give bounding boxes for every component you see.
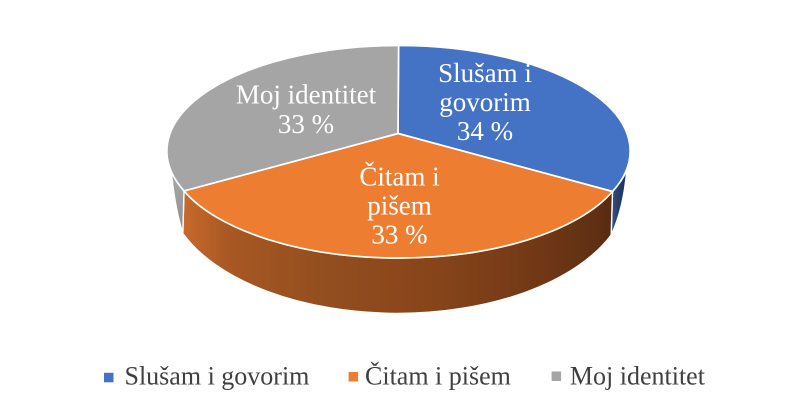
svg-text:Čitam i: Čitam i xyxy=(359,162,439,192)
svg-text:Slušam i: Slušam i xyxy=(438,58,532,88)
svg-text:Moj identitet: Moj identitet xyxy=(570,362,706,391)
svg-text:33 %: 33 % xyxy=(371,220,427,250)
svg-text:govorim: govorim xyxy=(439,87,531,117)
svg-text:33 %: 33 % xyxy=(278,109,334,139)
svg-text:pišem: pišem xyxy=(367,191,432,221)
svg-text:Moj identitet: Moj identitet xyxy=(236,80,377,110)
svg-text:Čitam i pišem: Čitam i pišem xyxy=(365,362,511,391)
svg-text:Slušam i govorim: Slušam i govorim xyxy=(125,362,310,391)
svg-text:34 %: 34 % xyxy=(457,116,513,146)
